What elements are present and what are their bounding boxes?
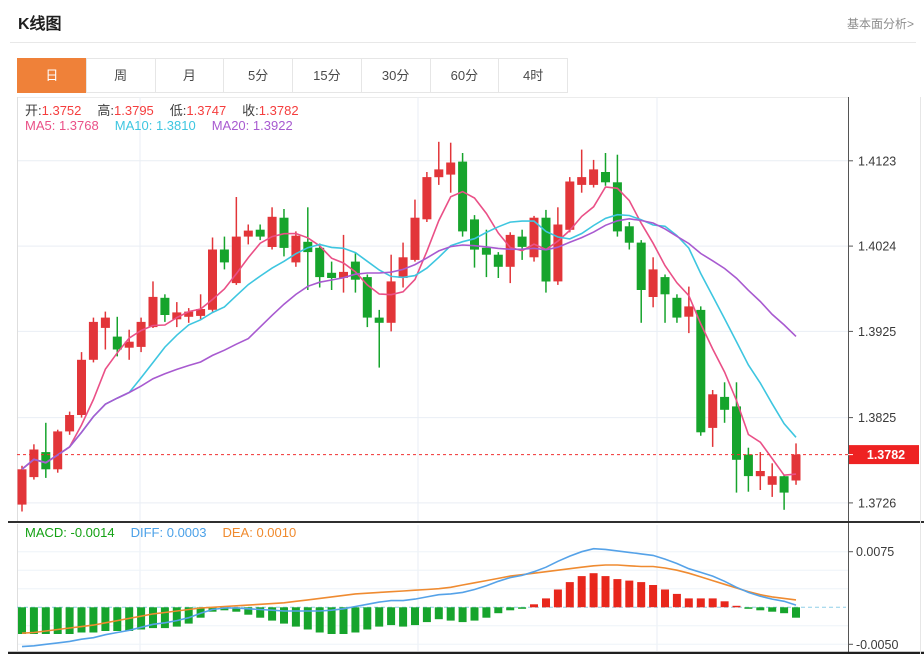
low-pair: 低:1.3747: [169, 103, 227, 118]
ma20-line: [21, 217, 797, 470]
tab-60min[interactable]: 60分: [429, 58, 500, 93]
ma-legend: MA5: 1.3768 MA10: 1.3810 MA20: 1.3922: [25, 118, 309, 133]
svg-text:1.4024: 1.4024: [858, 240, 896, 254]
macd-axis: 0.0075 -0.0050: [848, 523, 898, 652]
candlestick-chart[interactable]: 1.4123 1.4024 1.3925 1.3825 1.3726 1.3782: [0, 97, 924, 521]
period-tabbar: 日 周 月 5分 15分 30分 60分 4时: [17, 58, 568, 93]
ma5-line: [21, 186, 797, 477]
macd-pair: MACD: -0.0014: [25, 525, 115, 540]
macd-chart[interactable]: 0.0075 -0.0050: [0, 521, 924, 654]
tab-week[interactable]: 周: [85, 58, 156, 93]
dea-pair: DEA: 0.0010: [222, 525, 297, 540]
macd-bars: [18, 573, 800, 634]
svg-text:-0.0050: -0.0050: [856, 638, 898, 652]
high-pair: 高:1.3795: [97, 103, 154, 118]
dea-line: [21, 564, 797, 634]
svg-text:1.3726: 1.3726: [858, 496, 896, 510]
tab-day[interactable]: 日: [17, 58, 87, 93]
price-axis: 1.4123 1.4024 1.3925 1.3825 1.3726 1.3782: [848, 97, 919, 521]
right-border: [920, 97, 921, 654]
macd-legend: MACD: -0.0014 DIFF: 0.0003 DEA: 0.0010: [25, 525, 312, 540]
open-pair: 开:1.3752: [25, 103, 82, 118]
main-grid: [17, 97, 848, 521]
tab-4hour[interactable]: 4时: [498, 58, 568, 93]
ohlc-legend: 开:1.3752 高:1.3795 低:1.3747 收:1.3782: [25, 100, 315, 119]
tab-30min[interactable]: 30分: [360, 58, 431, 93]
svg-text:1.4123: 1.4123: [858, 154, 896, 168]
candles: [17, 141, 801, 512]
ma10-pair: MA10: 1.3810: [114, 118, 196, 133]
diff-line: [21, 547, 797, 648]
ma10-line: [21, 213, 797, 470]
page-title: K线图: [18, 16, 62, 33]
tab-15min[interactable]: 15分: [292, 58, 362, 93]
svg-text:1.3925: 1.3925: [858, 325, 896, 339]
diff-pair: DIFF: 0.0003: [130, 525, 207, 540]
macd-grid: [17, 525, 848, 651]
svg-text:1.3825: 1.3825: [858, 411, 896, 425]
header-divider: [10, 42, 916, 43]
tab-month[interactable]: 月: [154, 58, 225, 93]
fundamental-analysis-link[interactable]: 基本面分析>: [846, 17, 914, 31]
ma20-pair: MA20: 1.3922: [211, 118, 293, 133]
tab-5min[interactable]: 5分: [223, 58, 293, 93]
svg-text:1.3782: 1.3782: [867, 448, 905, 462]
ma5-pair: MA5: 1.3768: [25, 118, 99, 133]
close-pair: 收:1.3782: [242, 103, 299, 118]
svg-text:0.0075: 0.0075: [856, 545, 894, 559]
